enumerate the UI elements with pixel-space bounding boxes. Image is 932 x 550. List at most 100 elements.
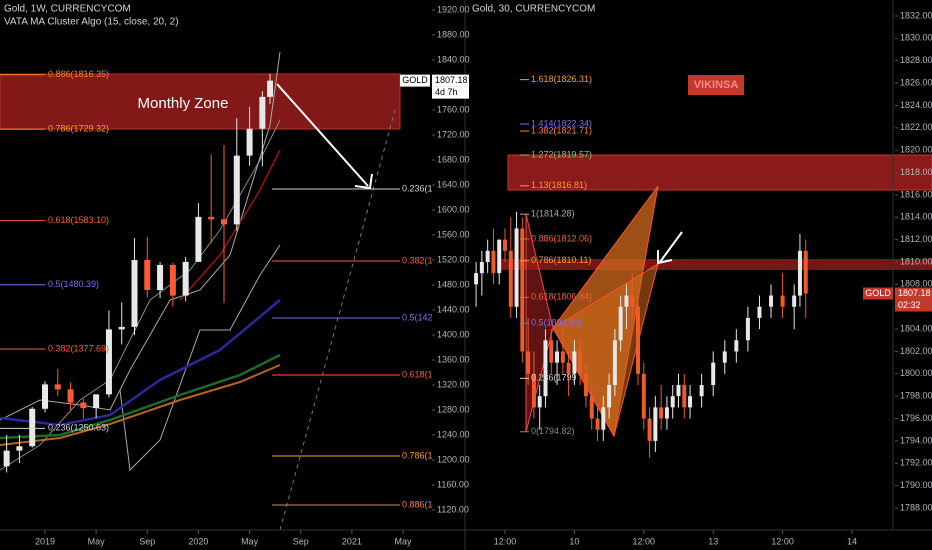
candle-body (537, 396, 542, 408)
zone-label: Monthly Zone (138, 95, 229, 112)
x-tick-label: 2019 (35, 536, 55, 546)
ma-red (179, 149, 281, 301)
candle-body (93, 394, 100, 409)
fib-label: 0.786(1810.11) (531, 255, 591, 265)
candle-body (474, 273, 479, 285)
candle-body (259, 96, 266, 129)
y-tick-label: 1640.00 (437, 179, 470, 189)
y-tick-label: 1400.00 (437, 329, 470, 339)
candle-body (54, 384, 61, 390)
candle-body (267, 80, 274, 97)
price-tag-symbol (400, 74, 430, 87)
fib-label: 0.5(1480.39) (48, 279, 99, 289)
candle-body (659, 407, 664, 419)
arrow (659, 231, 683, 263)
candle-body (572, 351, 577, 374)
y-tick-label: 1480.00 (437, 279, 470, 289)
candle-body (3, 450, 10, 467)
y-tick-label: 1800.00 (900, 368, 932, 378)
fib-label: 1.618(1826.31) (531, 74, 592, 84)
candle-body (711, 362, 716, 385)
y-tick-label: 1820.00 (900, 145, 932, 155)
fib-label: 0.236(1 (402, 183, 433, 193)
candle-body (485, 250, 490, 262)
fib-label: 1(1814.28) (531, 209, 575, 219)
bollinger-upper (0, 119, 281, 471)
y-tick-label: 1822.00 (900, 122, 932, 132)
y-tick-label: 1816.00 (900, 189, 932, 199)
y-tick-label: 1280.00 (437, 404, 470, 414)
candle-body (682, 385, 687, 408)
x-tick-label: Sep (293, 536, 309, 546)
panel-title: Gold, 1W, CURRENCYCOM (4, 4, 131, 15)
candle-body (520, 228, 525, 352)
candle-body (803, 250, 808, 294)
candle-body (647, 418, 652, 441)
monthly-zone (0, 73, 401, 130)
fib-label: 0.886(1 (402, 499, 433, 509)
candle-body (601, 407, 606, 430)
candle-body (497, 239, 502, 274)
panel-title: Gold, 30, CURRENCYCOM (472, 4, 595, 15)
candle-body (80, 402, 87, 409)
candle-body (670, 396, 675, 408)
price-tag (895, 287, 932, 300)
x-tick-label: 12:00 (771, 536, 794, 546)
y-tick-label: 1520.00 (437, 254, 470, 264)
y-tick-label: 1720.00 (437, 129, 470, 139)
y-tick-label: 1360.00 (437, 354, 470, 364)
x-tick-label: 12:00 (494, 536, 517, 546)
candle-body (583, 373, 588, 397)
y-tick-label: 1794.00 (900, 435, 932, 445)
countdown-tag (432, 86, 469, 99)
candle-body (566, 362, 571, 374)
candle-body (549, 340, 554, 363)
candle-body (676, 385, 681, 397)
y-tick-label: 1840.00 (437, 54, 470, 64)
price-tag (432, 74, 469, 87)
candle-body (641, 373, 646, 419)
price-tag-symbol-text: GOLD (402, 75, 428, 85)
y-tick-label: 1802.00 (900, 346, 932, 356)
candle-body (624, 295, 629, 307)
candle-body (503, 239, 507, 251)
zone (507, 154, 932, 191)
x-tick-label: May (394, 536, 412, 546)
fib-label: 1.414(1822.34) (531, 118, 592, 128)
y-tick-label: 1796.00 (900, 413, 932, 423)
candle-body (757, 306, 762, 318)
candle-body (208, 216, 215, 220)
fib-label: 0.886(1816.35) (48, 69, 109, 79)
candle-body (769, 295, 774, 307)
y-tick-label: 1828.00 (900, 55, 932, 65)
x-tick-label: 10 (569, 536, 579, 546)
y-tick-label: 1798.00 (900, 391, 932, 401)
y-tick-label: 1440.00 (437, 304, 470, 314)
candle-body (479, 262, 484, 274)
price-tag-symbol (863, 287, 893, 300)
trend-dashed (279, 109, 396, 531)
candle-body (630, 295, 635, 307)
candle-body (589, 396, 594, 419)
candle-body (131, 260, 138, 327)
zone-band (500, 259, 932, 270)
candle-body (578, 351, 583, 374)
fib-label: 0.786(1 (402, 450, 433, 460)
bollinger-lower (119, 244, 281, 472)
candle-body (792, 295, 797, 307)
countdown-tag (895, 299, 932, 312)
candle-body (157, 265, 164, 290)
y-tick-label: 1832.00 (900, 10, 932, 20)
candle-body (734, 340, 739, 352)
candle-body (182, 261, 189, 296)
candle-body (29, 408, 36, 447)
price-tag-symbol-text: GOLD (865, 288, 891, 298)
candle-body (16, 446, 23, 451)
watermark: VIKINSA (694, 79, 739, 91)
y-tick-label: 1920.00 (437, 4, 470, 14)
x-tick-label: May (241, 536, 259, 546)
x-tick-label: 2020 (188, 536, 208, 546)
fib-label: 0.236(1250.63) (48, 423, 109, 433)
fib-label: 0.786(1729.32) (48, 124, 109, 134)
